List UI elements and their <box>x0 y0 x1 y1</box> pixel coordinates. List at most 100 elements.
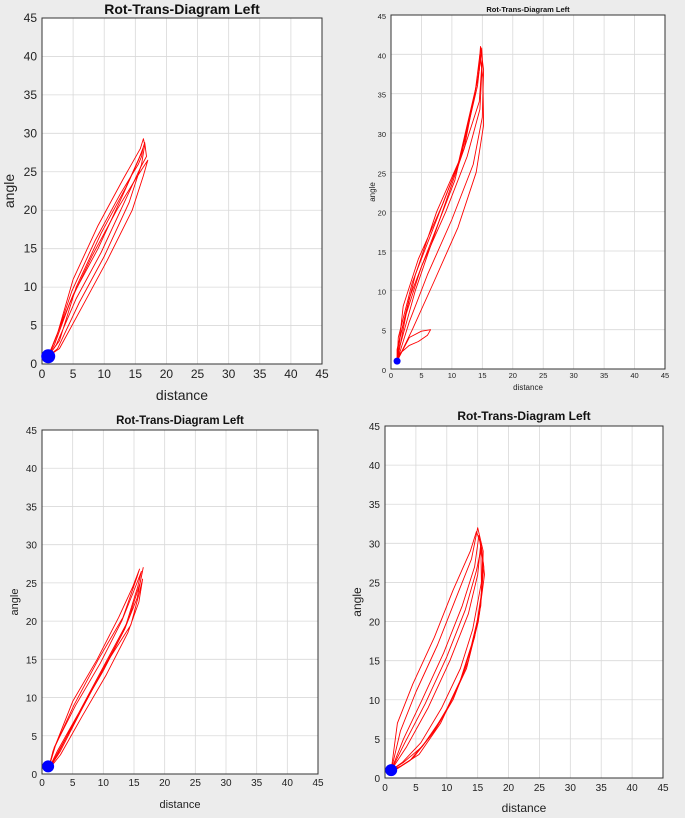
chart-4-plot-area <box>385 426 663 778</box>
chart-4-x-tick-label: 35 <box>596 783 608 794</box>
chart-2-x-tick-label: 0 <box>389 371 393 380</box>
chart-4-y-tick-label: 15 <box>369 657 381 668</box>
chart-4-x-tick-label: 5 <box>413 783 419 794</box>
chart-1-y-tick-label: 40 <box>24 49 38 63</box>
chart-1-x-tick-label: 45 <box>315 367 329 381</box>
chart-3-x-tick-label: 35 <box>251 778 263 789</box>
chart-3-y-tick-label: 20 <box>26 617 38 628</box>
chart-1-x-tick-label: 30 <box>222 367 236 381</box>
chart-4-y-axis-label: angle <box>350 587 364 617</box>
chart-4-y-tick-label: 35 <box>369 500 381 511</box>
chart-3-y-tick-label: 40 <box>26 464 38 475</box>
chart-3-x-tick-label: 5 <box>70 778 76 789</box>
chart-3-x-tick-label: 30 <box>220 778 232 789</box>
chart-1-y-tick-label: 35 <box>24 88 38 102</box>
chart-4-x-tick-label: 25 <box>534 783 546 794</box>
chart-2-title: Rot-Trans-Diagram Left <box>486 5 570 14</box>
chart-2-series-line-4 <box>396 47 483 362</box>
chart-3-y-tick-label: 45 <box>26 426 38 437</box>
chart-4-y-tick-label: 10 <box>369 696 381 707</box>
chart-1-axes-frame <box>41 17 323 365</box>
chart-4-start-marker <box>385 764 398 777</box>
chart-4-y-tick-label: 0 <box>374 774 380 785</box>
chart-2-svg: 0 5 10 15 20 25 30 35 40 45 0 5 10 15 20 25 30 35 40 45 Rot-… <box>368 5 669 392</box>
chart-1-x-tick-label: 20 <box>160 367 174 381</box>
chart-3-x-tick-label: 25 <box>190 778 202 789</box>
chart-4-x-tick-label: 40 <box>627 783 639 794</box>
chart-2-y-tick-label: 0 <box>382 366 386 375</box>
chart-1-y-tick-label: 5 <box>30 319 37 333</box>
chart-panel-3: 0 5 10 15 20 25 30 35 40 45 0 5 10 15 20 25 30 35 40 45 Rot-… <box>0 406 336 818</box>
chart-4-y-tick-label: 25 <box>369 578 381 589</box>
chart-4-title: Rot-Trans-Diagram Left <box>457 409 590 423</box>
chart-3-x-axis-label: distance <box>160 799 201 811</box>
chart-1-x-axis-label: distance <box>156 387 208 403</box>
chart-3-x-tick-label: 40 <box>282 778 294 789</box>
chart-4-y-tick-label: 45 <box>369 422 381 433</box>
chart-3-y-tick-label: 30 <box>26 541 38 552</box>
chart-2-x-axis-label: distance <box>513 383 543 392</box>
chart-2-x-tick-label: 40 <box>630 371 638 380</box>
chart-3-series-line-4 <box>47 568 140 771</box>
chart-4-y-tick-label: 5 <box>374 735 380 746</box>
chart-1-y-axis-label: angle <box>1 174 17 208</box>
chart-1-y-tick-label: 10 <box>24 280 38 294</box>
chart-2-y-tick-label: 45 <box>378 12 386 21</box>
chart-3-y-tick-label: 35 <box>26 502 38 513</box>
chart-4-x-tick-label: 0 <box>382 783 388 794</box>
chart-2-x-tick-label: 5 <box>419 371 423 380</box>
chart-1-series-line-1 <box>47 138 146 357</box>
chart-2-x-tick-label: 15 <box>478 371 486 380</box>
chart-3-y-tick-label: 5 <box>31 732 37 743</box>
chart-2-x-tick-label: 45 <box>661 371 669 380</box>
chart-1-x-tick-label: 10 <box>98 367 112 381</box>
chart-1-series-line-3 <box>47 159 149 357</box>
chart-1-x-tick-label: 15 <box>129 367 143 381</box>
chart-4-series-line-4 <box>390 531 482 771</box>
chart-3-x-tick-label: 0 <box>39 778 45 789</box>
chart-2-y-tick-label: 10 <box>378 287 386 296</box>
chart-1-y-tick-label: 45 <box>24 11 38 25</box>
chart-3-plot-area <box>42 430 318 774</box>
chart-2-y-axis-label: angle <box>368 182 377 202</box>
chart-1-start-marker <box>41 349 56 364</box>
chart-2-y-tick-label: 15 <box>378 248 386 257</box>
chart-2-series-line-5 <box>396 329 432 362</box>
chart-2-x-tick-label: 35 <box>600 371 608 380</box>
chart-1-y-tick-label: 20 <box>24 203 38 217</box>
chart-1-x-tick-label: 0 <box>39 367 46 381</box>
chart-3-y-tick-label: 10 <box>26 694 38 705</box>
chart-4-y-tick-label: 30 <box>369 539 381 550</box>
chart-4-axes-frame <box>384 425 664 779</box>
chart-1-plot-area <box>42 18 322 364</box>
chart-4-y-tick-label: 20 <box>369 618 381 629</box>
chart-2-plot-area <box>391 15 665 369</box>
chart-4-x-tick-label: 45 <box>657 783 669 794</box>
chart-3-x-tick-label: 15 <box>128 778 140 789</box>
chart-3-svg: 0 5 10 15 20 25 30 35 40 45 0 5 10 15 20 25 30 35 40 45 Rot-… <box>9 415 324 811</box>
chart-1-series-line-2 <box>47 142 147 357</box>
chart-4-series-line-5 <box>390 546 485 771</box>
chart-2-axes-frame <box>390 14 666 370</box>
chart-1-x-tick-label: 25 <box>191 367 205 381</box>
chart-3-y-tick-label: 0 <box>31 770 37 781</box>
chart-4-y-tick-label: 40 <box>369 461 381 472</box>
chart-panel-4: 0 5 10 15 20 25 30 35 40 45 0 5 10 15 20 25 30 35 40 45 Rot-… <box>345 406 685 818</box>
chart-3-x-tick-label: 10 <box>98 778 110 789</box>
chart-3-y-tick-label: 15 <box>26 655 38 666</box>
chart-4-svg: 0 5 10 15 20 25 30 35 40 45 0 5 10 15 20 25 30 35 40 45 Rot-… <box>350 409 669 815</box>
chart-3-y-axis-label: angle <box>9 589 21 616</box>
chart-4-x-tick-label: 20 <box>503 783 515 794</box>
chart-3-title: Rot-Trans-Diagram Left <box>116 415 244 427</box>
chart-2-y-tick-label: 40 <box>378 51 386 60</box>
chart-2-x-tick-label: 10 <box>448 371 456 380</box>
chart-2-y-tick-label: 25 <box>378 169 386 178</box>
chart-1-x-tick-label: 5 <box>70 367 77 381</box>
chart-1-y-tick-label: 25 <box>24 165 38 179</box>
chart-3-series-line-1 <box>47 567 144 771</box>
chart-2-y-tick-label: 30 <box>378 130 386 139</box>
chart-1-svg: 0 5 10 15 20 25 30 35 40 45 0 5 10 15 20 25 30 35 40 45 Rot-… <box>1 1 329 403</box>
chart-1-y-tick-label: 15 <box>24 242 38 256</box>
chart-2-x-tick-label: 30 <box>569 371 577 380</box>
chart-3-y-tick-label: 25 <box>26 579 38 590</box>
